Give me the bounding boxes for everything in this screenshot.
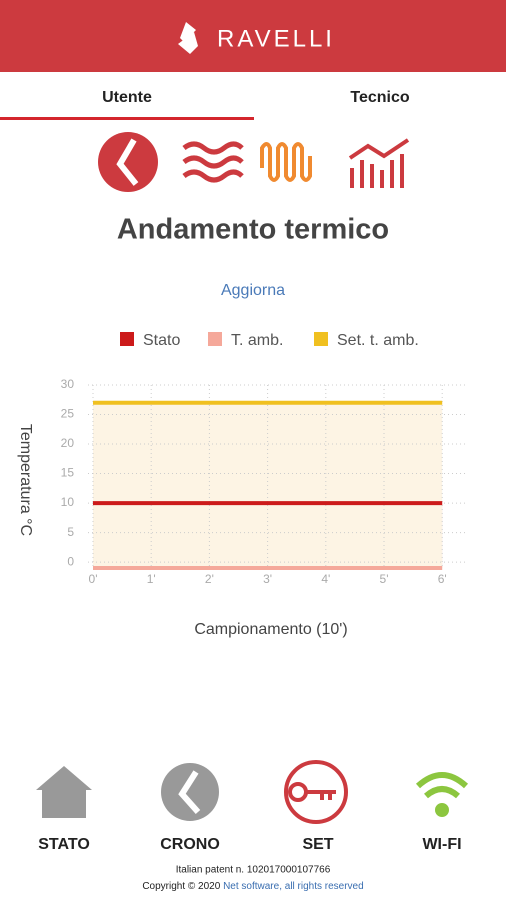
- refresh-link[interactable]: Aggiorna: [221, 282, 285, 299]
- legend-swatch: [314, 332, 328, 346]
- y-tick-label: 0: [67, 554, 74, 568]
- company-link[interactable]: Net software, all rights reserved: [223, 881, 364, 892]
- y-tick-label: 10: [61, 495, 75, 509]
- patent: Italian patent n. 102017000107766: [176, 865, 331, 876]
- x-tick-label: 1': [147, 572, 156, 586]
- y-tick-label: 30: [61, 377, 75, 391]
- x-tick-label: 3': [263, 572, 272, 586]
- page-title: Andamento termico: [117, 214, 389, 246]
- tab[interactable]: Utente: [102, 89, 152, 106]
- tab-underline: [0, 117, 254, 120]
- clock-icon[interactable]: [98, 132, 158, 192]
- legend-label: Set. t. amb.: [337, 332, 419, 349]
- brand: RAVELLI: [217, 25, 335, 52]
- y-axis-label: Temperatura °C: [17, 424, 34, 536]
- logo-icon: [178, 22, 198, 54]
- key-icon[interactable]: [284, 760, 348, 824]
- y-tick-label: 5: [67, 525, 74, 539]
- legend-label: Stato: [143, 332, 180, 349]
- header-bar: [0, 0, 506, 72]
- nav-label[interactable]: WI-FI: [422, 836, 461, 853]
- resistor-icon[interactable]: [260, 142, 312, 182]
- x-tick-label: 4': [321, 572, 330, 586]
- nav-label[interactable]: SET: [302, 836, 333, 853]
- waves-icon[interactable]: [182, 141, 244, 183]
- x-tick-label: 0': [89, 572, 98, 586]
- y-tick-label: 20: [61, 436, 75, 450]
- chart: Stato T. amb. Set. t. amb. 0 5 10 15 20 25 30 0' 1'…: [17, 332, 466, 638]
- nav-label[interactable]: STATO: [38, 836, 90, 853]
- wifi-icon[interactable]: [415, 772, 469, 817]
- nav-label[interactable]: CRONO: [160, 836, 220, 853]
- y-tick-label: 25: [61, 407, 75, 421]
- legend-swatch: [208, 332, 222, 346]
- copyright: Copyright © 2020: [142, 881, 220, 892]
- x-tick-label: 2': [205, 572, 214, 586]
- stats-icon[interactable]: [348, 138, 410, 188]
- legend-swatch: [120, 332, 134, 346]
- x-tick-label: 5': [380, 572, 389, 586]
- clock-nav-icon[interactable]: [161, 763, 219, 821]
- home-icon[interactable]: [36, 766, 92, 818]
- x-axis-label: Campionamento (10'): [194, 621, 347, 638]
- y-tick-label: 15: [61, 466, 75, 480]
- tab[interactable]: Tecnico: [350, 89, 410, 106]
- legend-label: T. amb.: [231, 332, 283, 349]
- x-tick-label: 6': [438, 572, 447, 586]
- copyright-line: Copyright © 2020 Net software, all right…: [142, 881, 363, 892]
